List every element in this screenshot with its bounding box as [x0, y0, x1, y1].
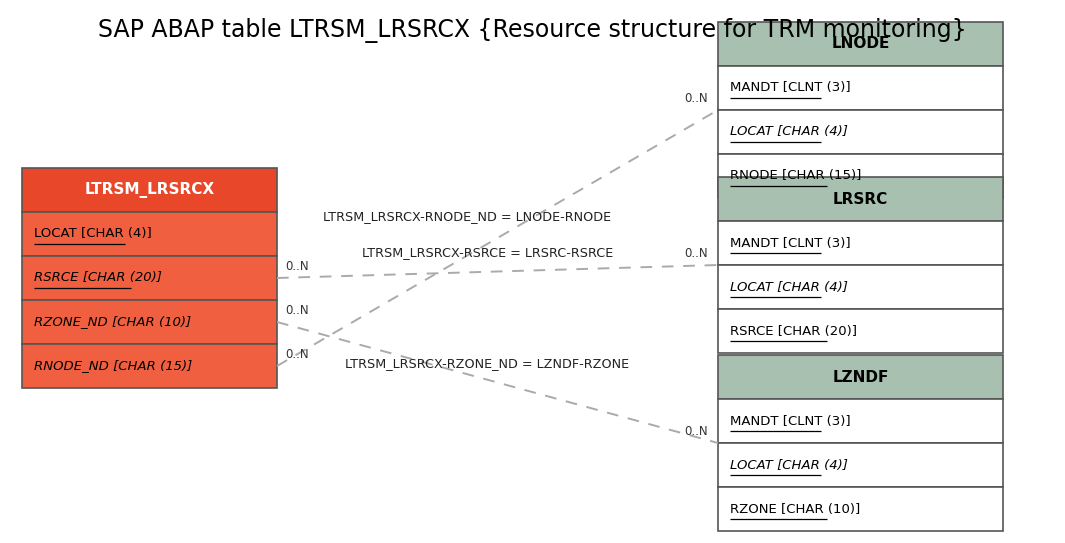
Text: LTRSM_LRSRCX-RNODE_ND = LNODE-RNODE: LTRSM_LRSRCX-RNODE_ND = LNODE-RNODE [324, 210, 611, 223]
Bar [718, 487, 1003, 531]
Text: LTRSM_LRSRCX-RSRCE = LRSRC-RSRCE: LTRSM_LRSRCX-RSRCE = LRSRC-RSRCE [362, 247, 613, 260]
Bar [718, 265, 1003, 309]
Text: LZNDF: LZNDF [833, 369, 888, 384]
Bar [718, 22, 1003, 66]
Text: 0..N: 0..N [685, 92, 708, 105]
Bar [718, 154, 1003, 198]
Text: RZONE [CHAR (10)]: RZONE [CHAR (10)] [730, 502, 861, 515]
Text: LOCAT [CHAR (4)]: LOCAT [CHAR (4)] [730, 281, 848, 294]
Text: RSRCE [CHAR (20)]: RSRCE [CHAR (20)] [34, 272, 162, 285]
Bar [22, 212, 277, 256]
Text: 0..N: 0..N [285, 260, 309, 273]
Bar [718, 443, 1003, 487]
Bar [718, 399, 1003, 443]
Text: 0..N: 0..N [685, 247, 708, 260]
Text: LOCAT [CHAR (4)]: LOCAT [CHAR (4)] [34, 228, 151, 241]
Text: SAP ABAP table LTRSM_LRSRCX {Resource structure for TRM monitoring}: SAP ABAP table LTRSM_LRSRCX {Resource st… [98, 18, 967, 43]
Text: MANDT [CLNT (3)]: MANDT [CLNT (3)] [730, 414, 851, 427]
Text: MANDT [CLNT (3)]: MANDT [CLNT (3)] [730, 237, 851, 249]
Text: RNODE_ND [CHAR (15)]: RNODE_ND [CHAR (15)] [34, 359, 193, 372]
Text: 0..N: 0..N [285, 348, 309, 361]
Text: RSRCE [CHAR (20)]: RSRCE [CHAR (20)] [730, 325, 857, 338]
Bar [22, 344, 277, 388]
Text: 0..N: 0..N [685, 425, 708, 438]
Text: LRSRC: LRSRC [833, 192, 888, 206]
Text: 0..N: 0..N [285, 304, 309, 317]
Text: MANDT [CLNT (3)]: MANDT [CLNT (3)] [730, 81, 851, 94]
Text: LNODE: LNODE [832, 36, 889, 52]
Text: LOCAT [CHAR (4)]: LOCAT [CHAR (4)] [730, 458, 848, 471]
Bar [718, 66, 1003, 110]
Bar [718, 309, 1003, 353]
Bar [22, 168, 277, 212]
Text: RNODE [CHAR (15)]: RNODE [CHAR (15)] [730, 169, 862, 182]
Text: RZONE_ND [CHAR (10)]: RZONE_ND [CHAR (10)] [34, 315, 191, 329]
Bar [22, 300, 277, 344]
Text: LTRSM_LRSRCX: LTRSM_LRSRCX [84, 182, 214, 198]
Text: LOCAT [CHAR (4)]: LOCAT [CHAR (4)] [730, 125, 848, 138]
Text: LTRSM_LRSRCX-RZONE_ND = LZNDF-RZONE: LTRSM_LRSRCX-RZONE_ND = LZNDF-RZONE [345, 357, 629, 370]
Bar [718, 177, 1003, 221]
Bar [22, 256, 277, 300]
Bar [718, 221, 1003, 265]
Bar [718, 355, 1003, 399]
Bar [718, 110, 1003, 154]
